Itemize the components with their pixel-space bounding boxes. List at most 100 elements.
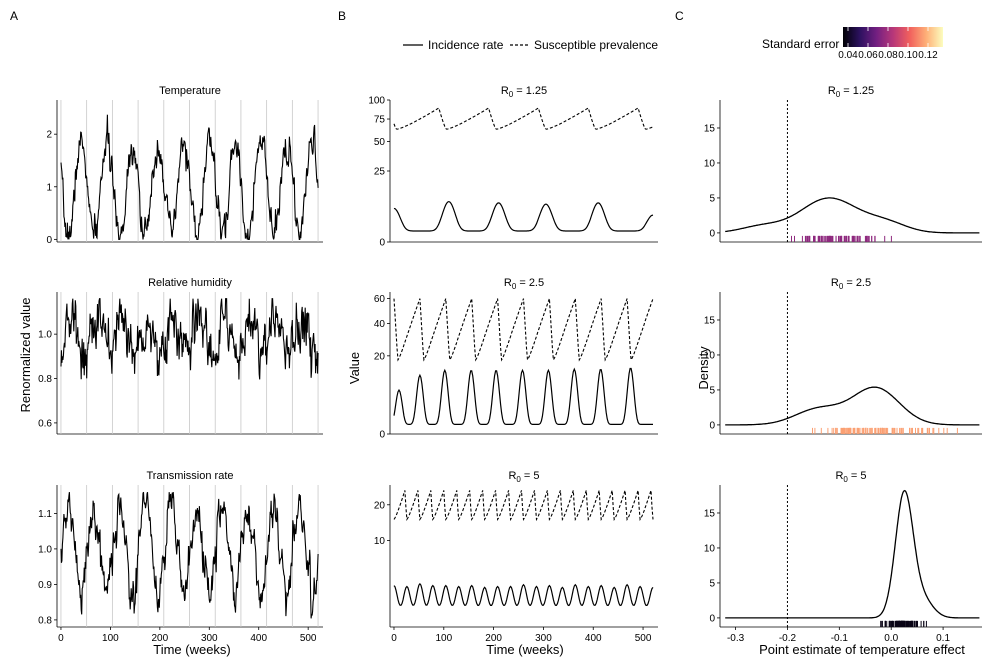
colorbar-bar xyxy=(843,27,943,47)
colorbar-tick-label: 0.08 xyxy=(878,50,898,61)
colorbar-tick-label: 0.10 xyxy=(898,50,918,61)
subplot-title: R0 = 2.5 xyxy=(831,277,871,291)
r0-value: = 5 xyxy=(848,470,867,482)
series-line xyxy=(60,298,319,380)
incidence-rate-line xyxy=(393,200,654,232)
susceptible-prevalence-line xyxy=(393,298,654,362)
x-tick-label: 0.0 xyxy=(884,633,898,644)
subplot-title: Relative humidity xyxy=(148,277,232,289)
x-tick-label: 0 xyxy=(391,633,397,644)
r0-symbol: R xyxy=(504,277,512,289)
susceptible-prevalence-line xyxy=(393,490,654,522)
density-curve xyxy=(725,386,980,426)
transmission-rate-plot: Transmission rate 0.8 0.9 1.0 1.1 0 100 200 300 4… xyxy=(38,470,323,644)
x-tick-label: -0.3 xyxy=(727,633,745,644)
y-tick-label: 10 xyxy=(374,536,386,547)
r0-value: = 1.25 xyxy=(840,85,874,97)
y-tick-label: 5 xyxy=(709,193,715,204)
y-tick-label: 1 xyxy=(46,182,52,193)
y-tick-label: 0.8 xyxy=(38,374,52,385)
x-tick-label: -0.1 xyxy=(831,633,849,644)
subplot-title: Temperature xyxy=(159,85,221,97)
x-tick-label: 300 xyxy=(201,633,218,644)
y-tick-label: 75 xyxy=(374,115,386,126)
panel-label-c: C xyxy=(675,9,684,23)
density-curve xyxy=(725,489,980,619)
x-tick-label: 500 xyxy=(635,633,652,644)
y-tick-label: 0 xyxy=(379,430,385,441)
y-tick-label: 0.9 xyxy=(38,580,52,591)
panel-b-xlabel: Time (weeks) xyxy=(486,642,564,657)
colorbar: Standard error 0.04 0.06 0.08 0.10 0.12 xyxy=(762,27,943,61)
y-tick-label: 5 xyxy=(709,578,715,589)
r0-subscript: 0 xyxy=(512,282,517,291)
x-tick-label: 100 xyxy=(102,633,119,644)
series-line xyxy=(60,491,319,619)
r0-value: = 2.5 xyxy=(516,277,544,289)
y-tick-label: 1.0 xyxy=(38,544,52,555)
temperature-plot: Temperature 0 1 2 xyxy=(46,85,323,246)
density-curve xyxy=(725,197,980,234)
y-tick-label: 2 xyxy=(46,130,52,141)
legend-incidence-label: Incidence rate xyxy=(428,38,504,52)
y-tick-label: 0.8 xyxy=(38,615,52,626)
x-tick-label: 400 xyxy=(585,633,602,644)
panel-a-xlabel: Time (weeks) xyxy=(153,642,231,657)
y-tick-label: 1.0 xyxy=(38,330,52,341)
y-tick-label: 0 xyxy=(709,420,715,431)
r0-subscript: 0 xyxy=(509,90,514,99)
colorbar-tick-label: 0.12 xyxy=(918,50,938,61)
relative-humidity-plot: Relative humidity 0.6 0.8 1.0 xyxy=(38,277,323,435)
y-tick-label: 20 xyxy=(374,351,386,362)
y-tick-label: 5 xyxy=(709,385,715,396)
incidence-rate-line xyxy=(393,367,653,425)
r0-subscript: 0 xyxy=(836,90,841,99)
legend-susceptible-label: Susceptible prevalence xyxy=(534,38,658,52)
x-tick-label: 500 xyxy=(300,633,317,644)
r0-subscript: 0 xyxy=(839,282,844,291)
colorbar-tick-label: 0.04 xyxy=(838,50,858,61)
y-tick-label: 1.1 xyxy=(38,509,52,520)
incidence-rate-line xyxy=(393,582,654,607)
legend: Incidence rate Susceptible prevalence xyxy=(403,38,658,52)
r0-value: = 5 xyxy=(521,470,540,482)
y-tick-label: 10 xyxy=(704,158,716,169)
x-tick-label: 0.1 xyxy=(936,633,950,644)
x-tick-label: -0.2 xyxy=(779,633,797,644)
panel-c-xlabel: Point estimate of temperature effect xyxy=(759,642,965,657)
y-tick-label: 0 xyxy=(379,238,385,249)
y-tick-label: 100 xyxy=(368,96,385,107)
x-tick-label: 0 xyxy=(58,633,64,644)
subplot-title: Transmission rate xyxy=(146,470,233,482)
panel-c-ylabel: Density xyxy=(696,346,711,390)
r0-symbol: R xyxy=(835,470,843,482)
y-tick-label: 0.6 xyxy=(38,418,52,429)
x-tick-label: 200 xyxy=(485,633,502,644)
x-tick-label: 400 xyxy=(250,633,267,644)
y-tick-label: 25 xyxy=(374,167,386,178)
panel-label-a: A xyxy=(10,9,18,23)
y-tick-label: 15 xyxy=(704,123,716,134)
colorbar-ticks: 0.04 0.06 0.08 0.10 0.12 xyxy=(838,27,938,61)
panel-b-ylabel: Value xyxy=(347,352,362,384)
y-tick-label: 20 xyxy=(374,500,386,511)
r0-value: = 2.5 xyxy=(843,277,871,289)
panel-label-b: B xyxy=(338,9,346,23)
r0-symbol: R xyxy=(508,470,516,482)
series-line xyxy=(60,114,319,240)
x-tick-label: 100 xyxy=(435,633,452,644)
r0-subscript: 0 xyxy=(843,475,848,484)
subplot-title: R0 = 5 xyxy=(508,470,539,484)
x-tick-label: 200 xyxy=(151,633,168,644)
r0-symbol: R xyxy=(501,85,509,97)
y-tick-label: 50 xyxy=(374,137,386,148)
subplot-title: R0 = 5 xyxy=(835,470,866,484)
y-tick-label: 0 xyxy=(709,228,715,239)
